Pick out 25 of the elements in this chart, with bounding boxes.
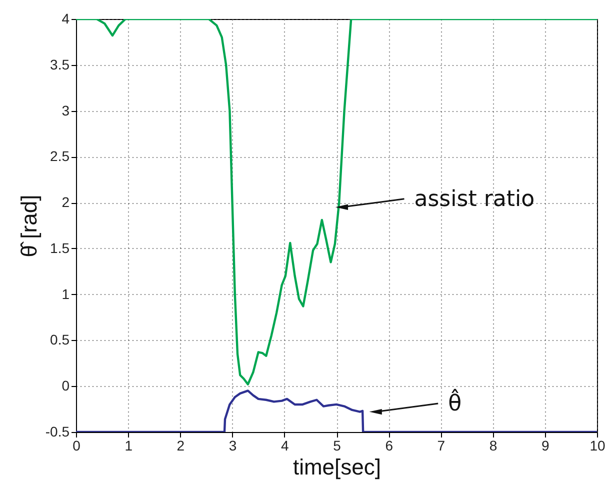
x-axis-title: time[sec] (292, 454, 382, 480)
y-tick-label: 2 (62, 194, 70, 210)
y-tick-label: 0 (62, 378, 70, 394)
annotation: assist ratio (414, 186, 535, 212)
x-tick-label: 10 (590, 438, 606, 454)
y-tick-label: 2.5 (50, 148, 70, 164)
y-tick-label: -0.5 (45, 424, 70, 440)
y-axis-title: θ̂ [rad] (16, 194, 42, 258)
annotation: θ̂ (448, 388, 462, 417)
x-tick-label: 7 (437, 438, 446, 454)
y-tick-label: 3.5 (50, 56, 70, 72)
y-tick-label: 3 (62, 102, 70, 118)
x-tick-label: 9 (542, 438, 550, 454)
x-tick-label: 4 (281, 438, 289, 454)
x-tick-label: 8 (489, 438, 498, 454)
x-tick-label: 5 (333, 438, 342, 454)
x-tick-label: 6 (385, 438, 394, 454)
y-tick-label: 0.5 (50, 332, 70, 348)
x-tick-label: 1 (124, 438, 133, 454)
x-tick-label: 2 (176, 438, 185, 454)
x-tick-label: 3 (228, 438, 237, 454)
y-tick-label: 4 (62, 10, 70, 26)
y-tick-label: 1 (62, 286, 70, 302)
x-tick-label: 0 (72, 438, 81, 454)
y-tick-label: 1.5 (50, 240, 70, 256)
